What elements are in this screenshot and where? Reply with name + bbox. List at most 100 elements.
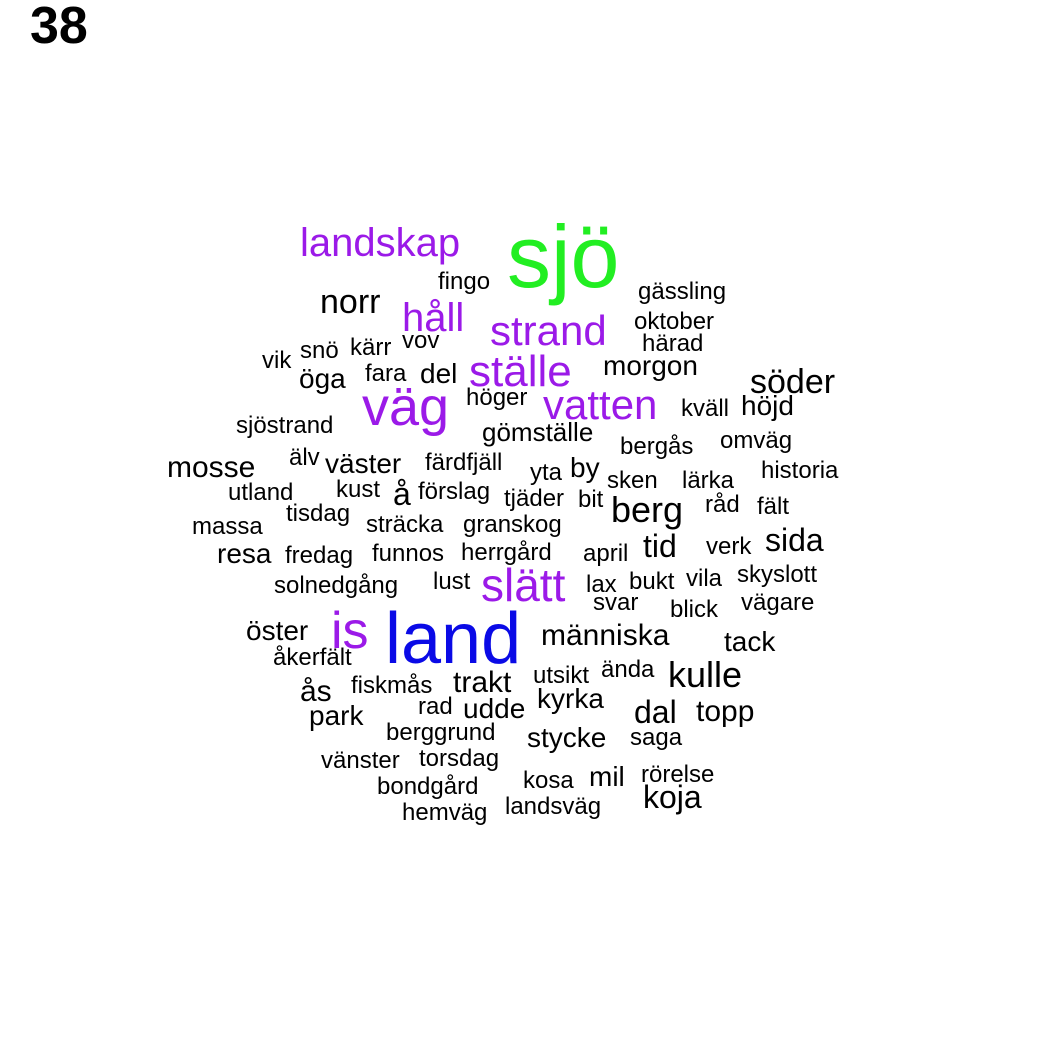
word-solnedgang: solnedgång — [274, 572, 398, 599]
panel-label: 38 — [30, 0, 88, 55]
word-hemvag: hemväg — [402, 799, 487, 826]
word-rad: råd — [705, 491, 740, 518]
word-a: å — [393, 476, 411, 512]
word-gassling: gässling — [638, 278, 726, 305]
word-hall: håll — [402, 296, 464, 340]
word-hoger: höger — [466, 384, 527, 411]
word-fardfjall: färdfjäll — [425, 449, 502, 476]
word-sken: sken — [607, 467, 658, 494]
word-torsdag: torsdag — [419, 745, 499, 772]
word-rorelse: rörelse — [641, 761, 714, 788]
word-dal: dal — [634, 694, 677, 730]
word-granskog: granskog — [463, 511, 562, 538]
word-blick: blick — [670, 596, 719, 623]
word-vatten: vatten — [543, 381, 657, 428]
word-is: is — [331, 602, 369, 660]
word-omvag: omväg — [720, 427, 792, 454]
word-skyslott: skyslott — [737, 561, 817, 588]
word-forslag: förslag — [418, 478, 490, 505]
word-fingo: fingo — [438, 268, 490, 295]
word-utsikt: utsikt — [533, 662, 589, 689]
word-stracka: sträcka — [366, 511, 444, 538]
word-historia: historia — [761, 457, 839, 484]
word-landskap: landskap — [300, 221, 460, 265]
word-fredag: fredag — [285, 542, 353, 569]
word-vaster: väster — [325, 448, 401, 479]
word-vanster: vänster — [321, 747, 400, 774]
word-tid: tid — [643, 528, 677, 564]
word-norr: norr — [320, 283, 380, 321]
word-massa: massa — [192, 513, 263, 540]
word-koja: koja — [643, 779, 702, 815]
word-april: april — [583, 540, 628, 567]
word-akerfalt: åkerfält — [273, 644, 352, 671]
word-landsvag: landsväg — [505, 793, 601, 820]
word-lust: lust — [433, 568, 471, 595]
word-kyrka: kyrka — [537, 683, 604, 714]
word-bergas: bergås — [620, 433, 693, 460]
word-verk: verk — [706, 533, 752, 560]
word-vila: vila — [686, 565, 723, 592]
word-trakt: trakt — [453, 666, 512, 699]
word-kvall: kväll — [681, 395, 729, 422]
word-fiskmas: fiskmås — [351, 672, 432, 699]
word-hojd: höjd — [741, 390, 794, 421]
word-sjostrand: sjöstrand — [236, 412, 333, 439]
word-mil: mil — [589, 761, 625, 792]
word-oster: öster — [246, 615, 308, 646]
word-vov: vov — [402, 327, 439, 354]
word-mosse: mosse — [167, 451, 255, 484]
word-berggrund: berggrund — [386, 719, 495, 746]
word-kust: kust — [336, 476, 380, 503]
word-park: park — [309, 700, 364, 731]
word-kosa: kosa — [523, 767, 574, 794]
word-tack: tack — [724, 626, 776, 657]
word-sno: snö — [300, 337, 339, 364]
word-vik: vik — [262, 347, 292, 374]
word-bukt: bukt — [629, 568, 675, 595]
word-rad: rad — [418, 693, 453, 720]
word-sjo: sjö — [507, 207, 620, 306]
word-sida: sida — [765, 522, 824, 558]
word-funnos: funnos — [372, 540, 444, 567]
word-topp: topp — [696, 695, 754, 728]
word-manniska: människa — [541, 619, 670, 652]
word-harad: härad — [642, 330, 703, 357]
word-soder: söder — [750, 363, 835, 401]
word-vagare: vägare — [741, 589, 814, 616]
word-larka: lärka — [682, 467, 735, 494]
word-berg: berg — [611, 489, 683, 530]
word-vag: väg — [362, 377, 449, 437]
word-stalle: ställe — [469, 347, 572, 396]
word-bondgard: bondgård — [377, 773, 478, 800]
word-as: ås — [300, 675, 332, 708]
word-fara: fara — [365, 360, 407, 387]
word-kulle: kulle — [668, 654, 742, 695]
word-karr: kärr — [350, 334, 391, 361]
word-herrgard: herrgård — [461, 539, 552, 566]
word-anda: ända — [601, 656, 655, 683]
word-morgon: morgon — [603, 350, 698, 381]
word-tjader: tjäder — [504, 485, 564, 512]
word-strand: strand — [490, 307, 607, 354]
word-falt: fält — [757, 493, 789, 520]
word-del: del — [420, 358, 457, 389]
word-oktober: oktober — [634, 308, 714, 335]
word-stycke: stycke — [527, 722, 606, 753]
word-resa: resa — [217, 538, 272, 569]
word-lax: lax — [586, 571, 617, 598]
word-oga: öga — [299, 363, 346, 394]
word-by: by — [570, 452, 600, 483]
word-slatt: slätt — [481, 559, 566, 611]
word-svar: svar — [593, 589, 638, 616]
word-gomstalle: gömställe — [482, 417, 593, 447]
word-land: land — [385, 599, 521, 679]
word-alv: älv — [289, 444, 320, 471]
word-udde: udde — [463, 693, 525, 724]
word-yta: yta — [530, 459, 563, 486]
word-bit: bit — [578, 486, 604, 513]
word-tisdag: tisdag — [286, 500, 350, 527]
word-utland: utland — [228, 479, 293, 506]
word-saga: saga — [630, 724, 683, 751]
